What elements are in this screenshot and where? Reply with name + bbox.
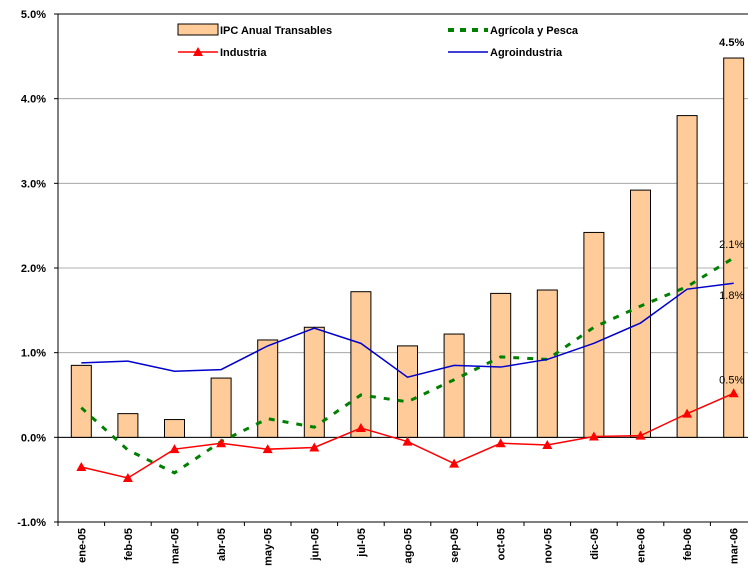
marker <box>122 472 133 482</box>
x-tick-label: nov-05 <box>542 528 554 563</box>
y-tick-label: -1.0% <box>17 517 46 529</box>
series-line <box>81 282 734 379</box>
legend-swatch <box>177 23 219 36</box>
marker <box>402 436 413 446</box>
marker <box>76 461 87 471</box>
bar <box>723 57 745 438</box>
data-label: 4.5% <box>719 37 744 49</box>
bar <box>350 291 372 438</box>
marker <box>355 423 366 433</box>
bar <box>397 345 418 438</box>
marker <box>728 388 739 398</box>
bar <box>536 289 558 438</box>
x-tick-label: mar-05 <box>170 528 182 564</box>
x-tick-label: jul-05 <box>356 528 368 558</box>
x-tick-label: abr-05 <box>216 528 228 561</box>
bar <box>70 364 92 438</box>
x-tick-label: may-05 <box>263 528 275 566</box>
x-tick-label: ago-05 <box>403 528 415 563</box>
legend-label: Industria <box>220 47 267 59</box>
bar <box>210 377 232 438</box>
x-tick-label: feb-05 <box>123 528 135 560</box>
marker <box>682 408 693 418</box>
x-tick-label: mar-06 <box>729 528 741 564</box>
bar <box>676 115 698 438</box>
legend-item: Agroindustria <box>448 47 563 59</box>
legend-label: Agrícola y Pesca <box>490 25 579 37</box>
marker <box>635 430 646 440</box>
legend-item: IPC Anual Transables <box>177 23 332 37</box>
data-label: 1.8% <box>719 290 744 302</box>
y-tick-label: 0.0% <box>21 432 46 444</box>
y-tick-label: 3.0% <box>21 178 46 190</box>
marker <box>262 444 273 454</box>
plot-frame <box>57 13 748 523</box>
legend-item: Industria <box>178 47 267 59</box>
bar <box>303 326 325 438</box>
x-tick-label: jun-05 <box>309 528 321 561</box>
marker <box>216 438 227 448</box>
bar <box>117 413 139 438</box>
x-tick-label: ene-05 <box>76 528 88 563</box>
marker <box>169 444 180 454</box>
data-label: 0.5% <box>719 374 744 386</box>
marker <box>495 438 506 448</box>
legend-label: IPC Anual Transables <box>220 25 332 37</box>
bar <box>630 189 651 438</box>
bar <box>443 333 465 438</box>
y-tick-label: 5.0% <box>21 9 46 21</box>
bar <box>164 419 185 438</box>
x-tick-label: sep-05 <box>449 528 461 563</box>
y-tick-label: 2.0% <box>21 263 46 275</box>
bar <box>257 339 279 438</box>
marker <box>309 442 320 452</box>
legend-item: Agrícola y Pesca <box>448 25 579 37</box>
legend-marker <box>193 47 203 56</box>
bar <box>583 231 605 438</box>
x-tick-label: feb-06 <box>682 528 694 560</box>
marker <box>449 458 460 468</box>
marker <box>542 439 553 449</box>
y-tick-label: 4.0% <box>21 94 46 106</box>
y-tick-label: 1.0% <box>21 348 46 360</box>
x-tick-label: oct-05 <box>496 528 508 560</box>
x-tick-label: dic-05 <box>589 528 601 560</box>
x-tick-label: ene-06 <box>636 528 648 563</box>
data-label: 2.1% <box>719 239 744 251</box>
legend-label: Agroindustria <box>490 47 563 59</box>
marker <box>588 431 599 441</box>
